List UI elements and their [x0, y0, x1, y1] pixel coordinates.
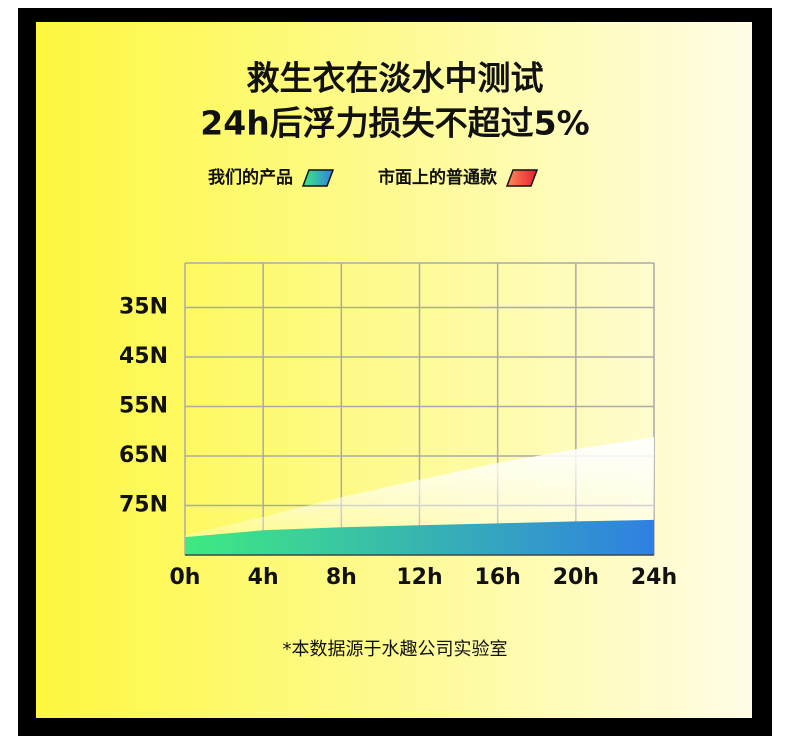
y-tick-label: 45N	[119, 344, 168, 369]
chart-subtitle: 24h后浮力损失不超过5%	[200, 104, 589, 143]
x-tick-label: 24h	[631, 565, 677, 590]
x-tick-label: 20h	[553, 565, 599, 590]
x-tick-label: 4h	[248, 565, 279, 590]
y-tick-label: 35N	[119, 295, 168, 320]
x-tick-label: 12h	[396, 565, 442, 590]
legend-label: 市面上的普通款	[378, 167, 498, 188]
legend: 我们的产品 市面上的普通款	[208, 167, 539, 188]
legend-swatch	[301, 169, 335, 187]
panel	[36, 22, 752, 718]
legend-swatch	[505, 169, 539, 187]
area	[185, 519, 654, 555]
x-tick-label: 8h	[326, 565, 357, 590]
x-tick-label: 0h	[170, 565, 201, 590]
y-tick-label: 65N	[119, 443, 168, 468]
y-tick-label: 55N	[119, 394, 168, 419]
legend-label: 我们的产品	[208, 167, 293, 188]
y-tick-label: 75N	[119, 493, 168, 518]
chart-title: 救生衣在淡水中测试	[247, 59, 544, 98]
x-tick-label: 16h	[475, 565, 521, 590]
note: *本数据源于水趣公司实验室	[283, 639, 508, 660]
